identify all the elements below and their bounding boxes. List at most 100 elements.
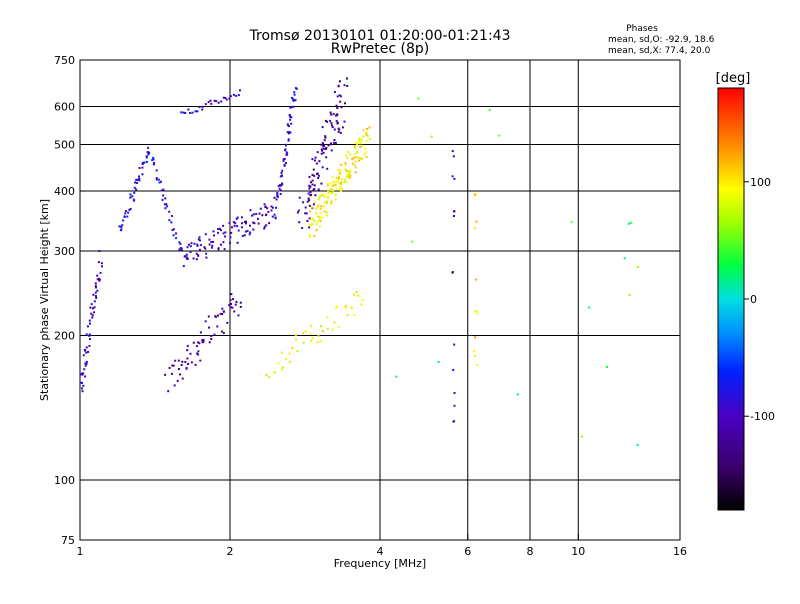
data-point <box>316 223 318 225</box>
data-point <box>86 361 88 363</box>
data-point <box>309 210 311 212</box>
data-point <box>477 313 479 315</box>
data-point <box>271 209 273 211</box>
data-point <box>326 121 328 123</box>
data-point <box>295 338 297 340</box>
data-point <box>233 311 235 313</box>
data-point <box>325 147 327 149</box>
data-point <box>344 121 346 123</box>
data-point <box>318 175 320 177</box>
data-point <box>328 191 330 193</box>
data-point <box>320 325 322 327</box>
data-point <box>292 106 294 108</box>
data-point <box>175 232 177 234</box>
data-point <box>213 234 215 236</box>
data-point <box>263 228 265 230</box>
data-point <box>175 237 177 239</box>
data-point <box>323 194 325 196</box>
data-point <box>285 358 287 360</box>
data-point <box>338 178 340 180</box>
data-point <box>289 353 291 355</box>
data-point <box>310 340 312 342</box>
data-point <box>365 151 367 153</box>
y-tick-label: 200 <box>54 330 75 343</box>
data-point <box>339 173 341 175</box>
data-point <box>291 97 293 99</box>
data-point <box>454 392 456 394</box>
colorbar-tick-label: 100 <box>750 176 771 189</box>
data-point <box>340 183 342 185</box>
data-point <box>195 110 197 112</box>
data-point <box>338 131 340 133</box>
data-point <box>345 169 347 171</box>
data-point <box>334 91 336 93</box>
grid-lines <box>80 60 680 540</box>
data-point <box>319 195 321 197</box>
colorbar-tick-label: 0 <box>750 293 757 306</box>
data-point <box>349 153 351 155</box>
data-point <box>148 152 150 154</box>
data-point <box>235 95 237 97</box>
data-point <box>94 306 96 308</box>
data-point <box>308 193 310 195</box>
data-point <box>276 194 278 196</box>
data-point <box>346 85 348 87</box>
data-point <box>239 89 241 91</box>
data-point <box>345 164 347 166</box>
data-point <box>356 143 358 145</box>
data-point <box>314 201 316 203</box>
data-point <box>345 162 347 164</box>
data-point <box>220 244 222 246</box>
data-point <box>341 106 343 108</box>
data-point <box>277 363 279 365</box>
data-point <box>249 232 251 234</box>
data-point <box>89 334 91 336</box>
data-point <box>124 216 126 218</box>
x-tick-label: 2 <box>227 545 234 558</box>
data-point <box>305 207 307 209</box>
data-point <box>286 154 288 156</box>
data-point <box>313 175 315 177</box>
data-point <box>311 207 313 209</box>
data-point <box>210 241 212 243</box>
data-point <box>241 226 243 228</box>
data-point <box>340 132 342 134</box>
data-point <box>174 384 176 386</box>
data-point <box>178 360 180 362</box>
data-point <box>252 222 254 224</box>
data-point <box>179 373 181 375</box>
data-point <box>238 230 240 232</box>
data-point <box>173 228 175 230</box>
data-point <box>628 223 630 225</box>
data-point <box>200 244 202 246</box>
data-point <box>336 306 338 308</box>
data-point <box>274 214 276 216</box>
data-point <box>311 158 313 160</box>
data-point <box>305 330 307 332</box>
data-point <box>165 203 167 205</box>
data-point <box>237 242 239 244</box>
data-point <box>216 326 218 328</box>
data-point <box>364 154 366 156</box>
data-point <box>133 192 135 194</box>
data-point <box>315 157 317 159</box>
data-point <box>348 174 350 176</box>
data-point <box>331 124 333 126</box>
data-point <box>168 219 170 221</box>
data-point <box>333 113 335 115</box>
data-point <box>193 258 195 260</box>
data-point <box>323 205 325 207</box>
data-point <box>297 212 299 214</box>
data-point <box>351 307 353 309</box>
data-point <box>265 206 267 208</box>
data-point <box>310 333 312 335</box>
data-point <box>571 221 573 223</box>
data-point <box>168 211 170 213</box>
data-point <box>309 176 311 178</box>
colorbar <box>718 88 744 510</box>
data-point <box>134 182 136 184</box>
data-point <box>242 235 244 237</box>
data-point <box>272 216 274 218</box>
data-point <box>302 201 304 203</box>
data-point <box>341 188 343 190</box>
